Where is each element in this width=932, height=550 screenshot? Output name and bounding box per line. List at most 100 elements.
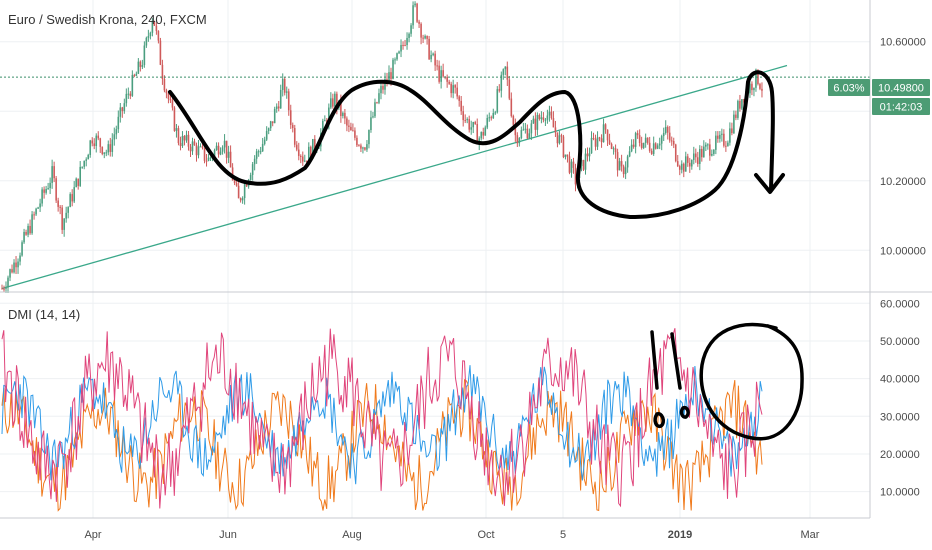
price-tick-label: 10.00000 xyxy=(880,245,926,257)
candle-body xyxy=(602,124,605,143)
candle-body xyxy=(328,107,330,125)
candle-body xyxy=(676,161,679,167)
candle-body xyxy=(524,128,527,130)
candle-body xyxy=(324,120,326,122)
candle-body xyxy=(494,112,497,114)
candle-body xyxy=(159,40,162,65)
candle-body xyxy=(5,287,7,289)
candle-body xyxy=(392,59,394,79)
candle-body xyxy=(167,93,170,99)
candle-body xyxy=(334,93,336,107)
candle-body xyxy=(536,115,539,130)
candle-body xyxy=(91,140,94,144)
candle-body xyxy=(548,111,551,116)
price-tick-label: 10.20000 xyxy=(880,176,926,188)
candle-body xyxy=(199,146,202,148)
candle-body xyxy=(564,154,567,158)
candle-body xyxy=(761,88,763,91)
candle-body xyxy=(171,100,174,108)
candle-body xyxy=(11,269,13,273)
candle-body xyxy=(173,107,176,131)
candle-body xyxy=(135,73,138,76)
candle-body xyxy=(219,151,222,155)
candle-body xyxy=(299,155,302,157)
candle-body xyxy=(235,183,238,186)
candle-body xyxy=(358,145,360,147)
candle-body xyxy=(727,142,729,147)
candle-body xyxy=(113,134,116,140)
candle-body xyxy=(147,36,150,38)
candle-body xyxy=(568,156,571,173)
candle-body xyxy=(715,135,717,150)
last-price-badge-bg xyxy=(872,79,930,96)
candle-body xyxy=(253,158,256,165)
candle-body xyxy=(47,188,49,190)
candle-body xyxy=(195,145,198,156)
candle-body xyxy=(193,141,196,146)
candle-body xyxy=(293,128,296,145)
candle-body xyxy=(65,212,67,219)
candle-body xyxy=(35,208,37,215)
candle-body xyxy=(225,140,228,158)
candle-body xyxy=(584,153,587,170)
candle-body xyxy=(378,93,380,103)
candle-body xyxy=(205,160,208,162)
candle-body xyxy=(733,114,735,134)
candle-body xyxy=(281,78,284,90)
dmi-tick-label: 10.0000 xyxy=(880,487,920,499)
candle-body xyxy=(458,96,460,101)
candle-body xyxy=(749,83,751,94)
candle-body xyxy=(81,166,84,168)
candle-body xyxy=(61,207,63,230)
candle-body xyxy=(101,146,104,154)
candle-body xyxy=(117,116,120,130)
candle-body xyxy=(301,156,304,162)
candle-body xyxy=(23,231,25,243)
candle-body xyxy=(697,157,699,164)
candle-body xyxy=(185,134,188,141)
candle-body xyxy=(512,116,515,125)
candle-body xyxy=(731,128,733,134)
candle-body xyxy=(360,145,362,149)
candle-body xyxy=(305,160,308,163)
candle-body xyxy=(640,142,643,148)
drawn-dot-1 xyxy=(653,412,665,429)
candle-body xyxy=(221,147,224,152)
candle-body xyxy=(382,85,384,90)
drawn-dot-2 xyxy=(679,405,690,419)
candle-body xyxy=(580,159,583,167)
candle-body xyxy=(540,117,543,120)
dmi-line-minus_di xyxy=(1,379,763,512)
candle-body xyxy=(560,135,563,137)
candle-body xyxy=(273,108,276,124)
candle-body xyxy=(227,151,230,158)
candle-body xyxy=(213,150,216,158)
time-tick-label: Apr xyxy=(84,529,101,541)
candle-body xyxy=(650,150,653,154)
candle-body xyxy=(484,127,487,136)
candle-body xyxy=(446,76,448,82)
candle-body xyxy=(376,102,378,104)
candle-body xyxy=(267,128,270,132)
candle-body xyxy=(189,146,192,152)
candle-body xyxy=(721,133,723,135)
candle-body xyxy=(368,129,370,145)
candle-body xyxy=(723,133,725,146)
candle-body xyxy=(705,144,707,147)
candle-body xyxy=(600,138,603,143)
time-tick-label: Aug xyxy=(342,529,362,541)
candle-body xyxy=(709,144,711,156)
candle-body xyxy=(450,83,452,94)
drawn-wave-curve xyxy=(168,70,775,220)
candle-body xyxy=(161,64,164,79)
last-price-text: 10.49800 xyxy=(878,83,924,95)
candle-body xyxy=(85,159,88,161)
candle-body xyxy=(692,153,695,160)
candle-body xyxy=(648,142,651,151)
candle-body xyxy=(594,138,597,147)
candle-body xyxy=(149,32,152,37)
candle-body xyxy=(49,182,51,189)
candle-body xyxy=(269,121,272,129)
candle-body xyxy=(291,124,294,129)
candle-body xyxy=(514,124,517,136)
